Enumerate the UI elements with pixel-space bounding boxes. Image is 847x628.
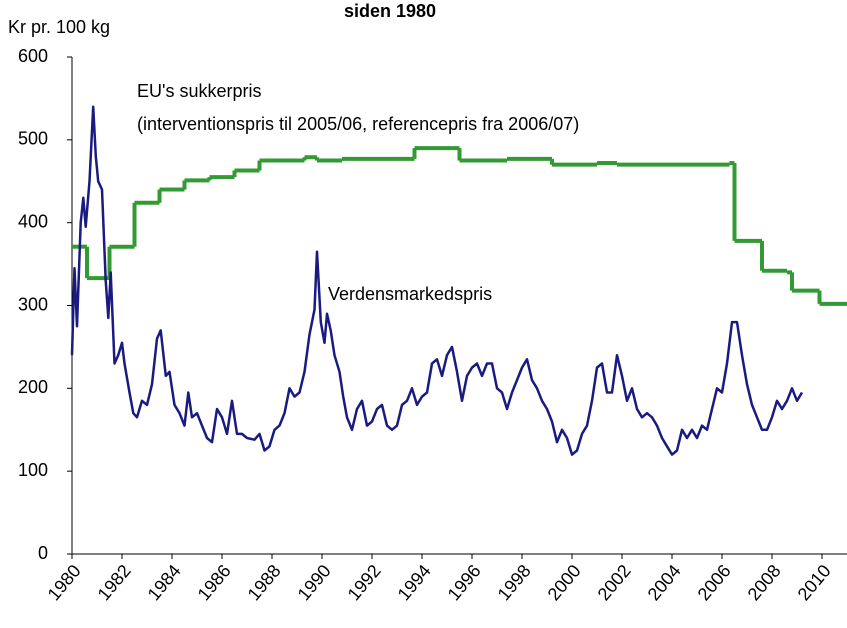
series-label: Verdensmarkedspris (328, 284, 492, 304)
y-tick-label: 300 (18, 294, 48, 314)
x-tick-label: 2000 (544, 561, 585, 605)
x-tick-label: 1982 (94, 561, 135, 605)
y-tick-label: 100 (18, 460, 48, 480)
x-tick-label: 1980 (44, 561, 85, 605)
annotation: (interventionspris til 2005/06, referenc… (137, 114, 579, 134)
x-tick-label: 2008 (744, 561, 785, 605)
x-tick-label: 2002 (594, 561, 635, 605)
x-tick-label: 2004 (644, 561, 685, 605)
y-tick-label: 500 (18, 129, 48, 149)
x-tick-label: 1992 (344, 561, 385, 605)
y-tick-label: 0 (38, 543, 48, 563)
x-tick-label: 2006 (694, 561, 735, 605)
x-tick-label: 1996 (444, 561, 485, 605)
series-label: EU's sukkerpris (137, 81, 261, 101)
x-tick-label: 1988 (244, 561, 285, 605)
y-tick-label: 200 (18, 377, 48, 397)
x-tick-label: 2010 (794, 561, 835, 605)
y-tick-label: 600 (18, 46, 48, 66)
y-axis-label: Kr pr. 100 kg (8, 17, 110, 37)
x-tick-label: 1994 (394, 561, 435, 605)
y-tick-label: 400 (18, 211, 48, 231)
line-series (70, 105, 804, 456)
x-tick-label: 1984 (144, 561, 185, 605)
x-tick-label: 1990 (294, 561, 335, 605)
chart-title: siden 1980 (344, 1, 436, 21)
x-tick-label: 1986 (194, 561, 235, 605)
x-tick-label: 1998 (494, 561, 535, 605)
